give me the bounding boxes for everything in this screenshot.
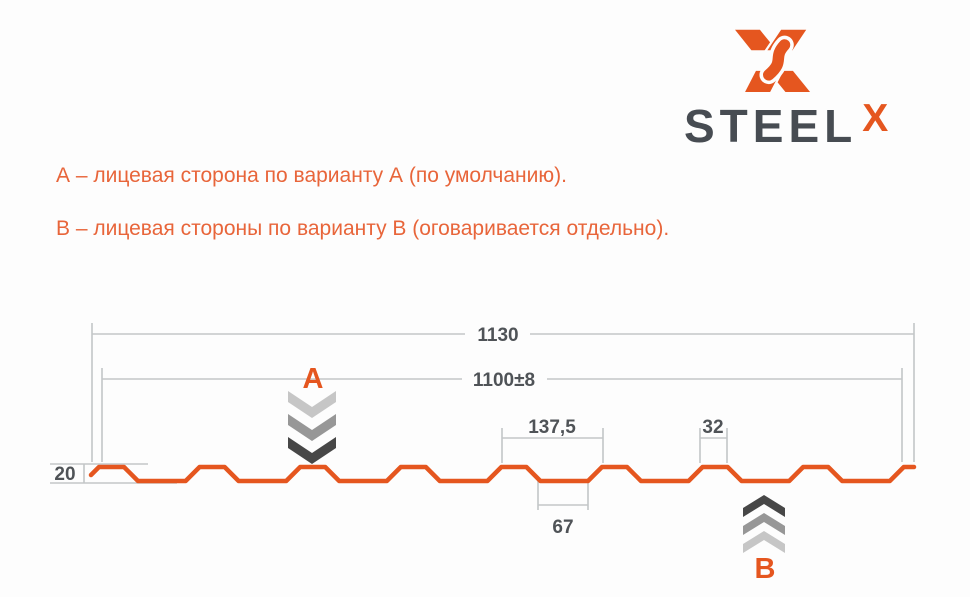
note-variant-b: В – лицевая стороны по варианту В (огова… bbox=[56, 217, 670, 240]
logo-superscript-x: X bbox=[862, 97, 889, 140]
logo-wordmark-row: STEEL X bbox=[684, 99, 888, 152]
dim-rib-top-width: 32 bbox=[699, 417, 728, 463]
logo-twist-band bbox=[763, 39, 791, 81]
dim-profile-height: 20 bbox=[50, 463, 177, 485]
marker-a-label: A bbox=[303, 363, 324, 395]
chevron-up-icon bbox=[743, 531, 785, 553]
dim-label-rib-pitch: 137,5 bbox=[528, 417, 576, 438]
dim-label-overall-width: 1130 bbox=[477, 325, 518, 346]
dim-label-rib-top-width: 32 bbox=[702, 417, 723, 438]
logo-wordmark: STEEL bbox=[684, 100, 858, 152]
dim-valley-width: 67 bbox=[537, 480, 589, 538]
logo-arm-top-left bbox=[735, 29, 777, 51]
sheet-profile-outline bbox=[88, 464, 917, 484]
dim-label-profile-height: 20 bbox=[54, 464, 75, 485]
steelx-logo: STEEL X bbox=[684, 20, 920, 150]
chevron-up-icon bbox=[743, 513, 785, 535]
dim-label-valley-width: 67 bbox=[552, 517, 573, 538]
note-variant-a: А – лицевая сторона по варианту А (по ум… bbox=[56, 164, 567, 187]
dim-rib-pitch: 137,5 bbox=[501, 417, 604, 463]
marker-side-b: B bbox=[743, 495, 785, 585]
dim-working-width: 1100±8 bbox=[101, 368, 903, 462]
marker-b-label: B bbox=[755, 553, 776, 585]
dim-overall-width: 1130 bbox=[91, 323, 915, 462]
chevron-down-icon bbox=[288, 437, 336, 464]
chevron-down-icon bbox=[288, 414, 336, 441]
marker-side-a: A bbox=[288, 363, 336, 464]
dim-label-working-width: 1100±8 bbox=[473, 370, 535, 391]
steelx-x-mark-icon bbox=[735, 27, 811, 95]
chevron-up-icon bbox=[743, 495, 785, 517]
chevron-down-icon bbox=[288, 391, 336, 418]
